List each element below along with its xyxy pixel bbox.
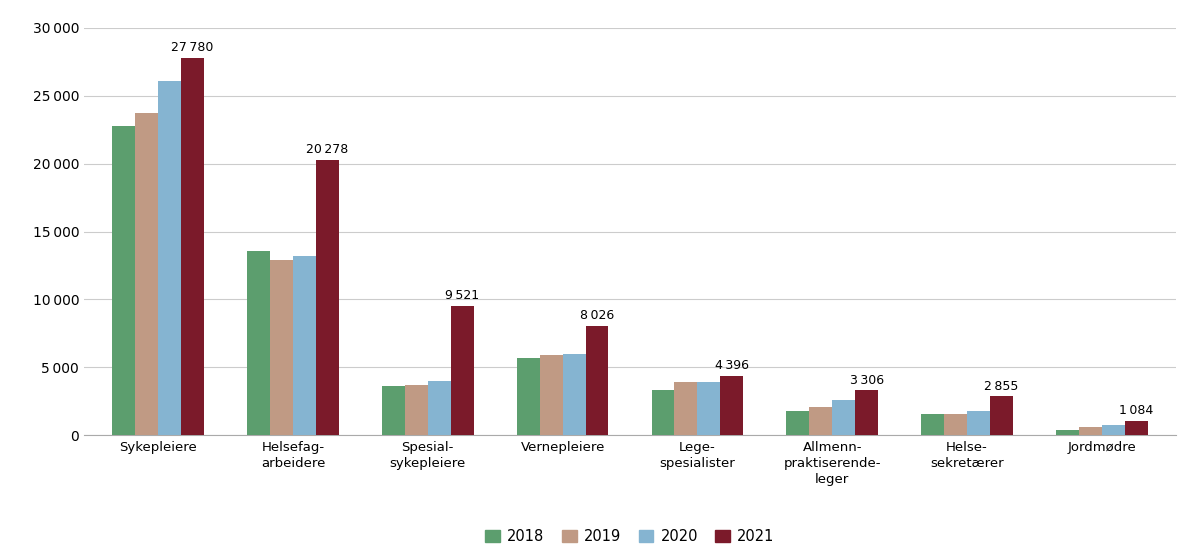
Bar xyxy=(316,160,338,435)
Bar xyxy=(113,126,136,435)
Bar xyxy=(1079,427,1102,435)
Bar xyxy=(697,382,720,435)
Bar xyxy=(136,113,158,435)
Bar xyxy=(517,358,540,435)
Text: 2 855: 2 855 xyxy=(984,379,1019,393)
Text: 4 396: 4 396 xyxy=(715,359,749,372)
Bar xyxy=(990,397,1013,435)
Bar xyxy=(158,81,181,435)
Bar xyxy=(1056,430,1079,435)
Bar xyxy=(856,391,878,435)
Bar xyxy=(293,256,316,435)
Bar xyxy=(922,413,944,435)
Legend: 2018, 2019, 2020, 2021: 2018, 2019, 2020, 2021 xyxy=(480,523,780,550)
Bar xyxy=(944,414,967,435)
Bar xyxy=(247,251,270,435)
Bar xyxy=(540,355,563,435)
Text: 1 084: 1 084 xyxy=(1120,404,1153,417)
Bar xyxy=(674,382,697,435)
Bar xyxy=(833,400,856,435)
Bar xyxy=(1124,421,1147,435)
Bar xyxy=(427,381,451,435)
Text: 3 306: 3 306 xyxy=(850,373,883,387)
Bar xyxy=(652,391,674,435)
Bar xyxy=(382,386,404,435)
Bar xyxy=(967,411,990,435)
Bar xyxy=(404,385,427,435)
Bar xyxy=(563,354,586,435)
Bar xyxy=(809,407,833,435)
Bar xyxy=(786,411,809,435)
Bar xyxy=(586,326,608,435)
Bar xyxy=(720,376,743,435)
Text: 8 026: 8 026 xyxy=(580,310,614,323)
Bar xyxy=(270,260,293,435)
Text: 20 278: 20 278 xyxy=(306,143,348,156)
Text: 27 780: 27 780 xyxy=(172,41,214,54)
Bar xyxy=(181,58,204,435)
Text: 9 521: 9 521 xyxy=(445,289,479,302)
Bar xyxy=(1102,425,1124,435)
Bar xyxy=(451,306,474,435)
